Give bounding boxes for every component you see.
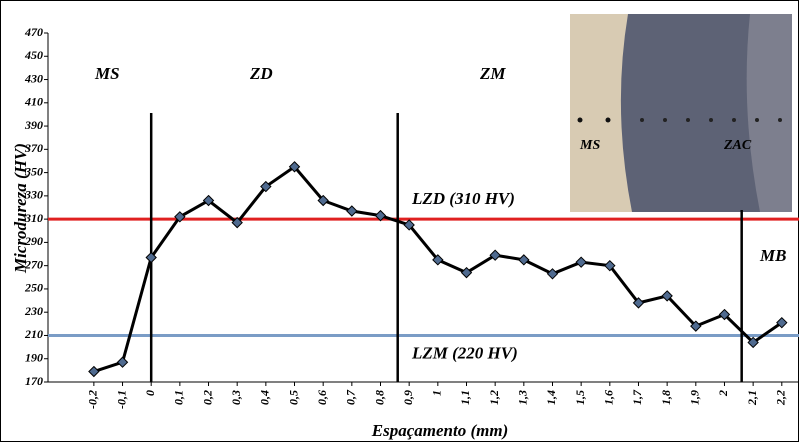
x-tick-label: 1,6 bbox=[602, 390, 616, 405]
x-tick-label: 0,3 bbox=[229, 390, 243, 405]
data-point bbox=[460, 266, 473, 279]
y-tick-label: 290 bbox=[24, 234, 43, 248]
data-point bbox=[575, 256, 587, 268]
x-tick-label: 0 bbox=[143, 390, 157, 396]
y-tick-label: 350 bbox=[24, 164, 43, 178]
data-point bbox=[718, 308, 731, 321]
inset-dot bbox=[686, 118, 690, 122]
x-axis-label: Espaçamento (mm) bbox=[371, 421, 508, 440]
inset-dot bbox=[732, 118, 736, 122]
inset-dot bbox=[709, 118, 713, 122]
inset-dot bbox=[755, 118, 759, 122]
y-tick-label: 390 bbox=[24, 118, 43, 132]
y-tick-label: 470 bbox=[24, 25, 43, 39]
inset-dot bbox=[640, 118, 644, 122]
x-tick-label: 0,5 bbox=[286, 390, 300, 405]
x-tick-label: -0,1 bbox=[114, 390, 128, 409]
x-tick-label: 2,1 bbox=[745, 390, 759, 406]
y-tick-label: 210 bbox=[24, 327, 43, 341]
inset-base-metal bbox=[570, 14, 632, 212]
data-point bbox=[260, 180, 272, 193]
y-tick-label: 430 bbox=[24, 71, 43, 85]
data-point bbox=[346, 205, 358, 217]
data-point bbox=[116, 356, 129, 368]
x-tick-label: 1,3 bbox=[516, 390, 530, 405]
y-axis-label: Microdureza (HV) bbox=[11, 143, 30, 274]
x-tick-label: 1,5 bbox=[573, 390, 587, 405]
data-point bbox=[776, 316, 788, 329]
x-tick-label: 0,7 bbox=[344, 389, 358, 405]
x-tick-label: 1,1 bbox=[458, 390, 472, 405]
data-point bbox=[489, 249, 501, 261]
inset-dot bbox=[663, 118, 667, 122]
data-point bbox=[403, 219, 415, 231]
x-tick-label: 2 bbox=[716, 390, 730, 397]
x-tick-label: 0,4 bbox=[258, 390, 272, 405]
data-point bbox=[145, 251, 157, 264]
zone-label: MB bbox=[759, 246, 786, 265]
inset-dot bbox=[577, 117, 583, 123]
reference-label: LZD (310 HV) bbox=[411, 189, 515, 208]
x-tick-label: 1,2 bbox=[487, 390, 501, 405]
y-tick-label: 270 bbox=[24, 257, 43, 271]
x-tick-label: 1 bbox=[430, 390, 444, 396]
zone-label: ZM bbox=[479, 64, 506, 83]
x-tick-label: 0,1 bbox=[172, 390, 186, 405]
zone-label: ZD bbox=[249, 64, 273, 83]
inset-haz bbox=[746, 14, 792, 212]
data-point bbox=[317, 194, 329, 207]
x-tick-label: 0,8 bbox=[372, 390, 386, 405]
y-tick-label: 190 bbox=[25, 350, 43, 364]
x-tick-label: 1,7 bbox=[630, 389, 644, 405]
data-point bbox=[690, 320, 702, 332]
data-point bbox=[632, 297, 645, 309]
x-tick-label: 1,4 bbox=[544, 390, 558, 405]
inset-label: ZAC bbox=[723, 138, 752, 153]
data-point bbox=[747, 336, 759, 349]
y-tick-label: 370 bbox=[24, 141, 43, 155]
data-point bbox=[174, 211, 186, 223]
inset-image: MS ZAC bbox=[570, 14, 792, 212]
y-tick-label: 330 bbox=[24, 188, 43, 202]
data-point bbox=[604, 259, 616, 272]
data-point bbox=[661, 290, 673, 302]
inset-label: MS bbox=[579, 138, 600, 153]
y-tick-label: 410 bbox=[24, 95, 43, 109]
x-tick-label: 0,6 bbox=[315, 390, 329, 405]
y-tick-label: 250 bbox=[24, 281, 43, 295]
data-point bbox=[202, 194, 215, 207]
data-point bbox=[546, 268, 559, 280]
x-tick-label: 1,8 bbox=[659, 390, 673, 405]
data-point bbox=[518, 254, 530, 266]
x-tick-label: 2,2 bbox=[774, 390, 788, 406]
x-tick-label: 0,2 bbox=[200, 390, 214, 405]
data-point bbox=[231, 216, 243, 229]
y-tick-label: 170 bbox=[25, 374, 43, 388]
data-point bbox=[374, 209, 387, 222]
data-point bbox=[432, 254, 444, 266]
reference-label: LZM (220 HV) bbox=[411, 343, 518, 362]
x-tick-label: 0,9 bbox=[401, 390, 415, 405]
y-tick-label: 310 bbox=[24, 211, 43, 225]
x-tick-label: 1,9 bbox=[688, 390, 702, 405]
y-tick-label: 230 bbox=[24, 304, 43, 318]
y-tick-label: 450 bbox=[24, 48, 43, 62]
data-point bbox=[88, 365, 100, 378]
inset-dot bbox=[605, 117, 611, 123]
inset-dot bbox=[778, 118, 782, 122]
zone-label: MS bbox=[94, 64, 120, 83]
x-tick-label: -0,2 bbox=[86, 390, 100, 409]
data-point bbox=[288, 161, 301, 173]
